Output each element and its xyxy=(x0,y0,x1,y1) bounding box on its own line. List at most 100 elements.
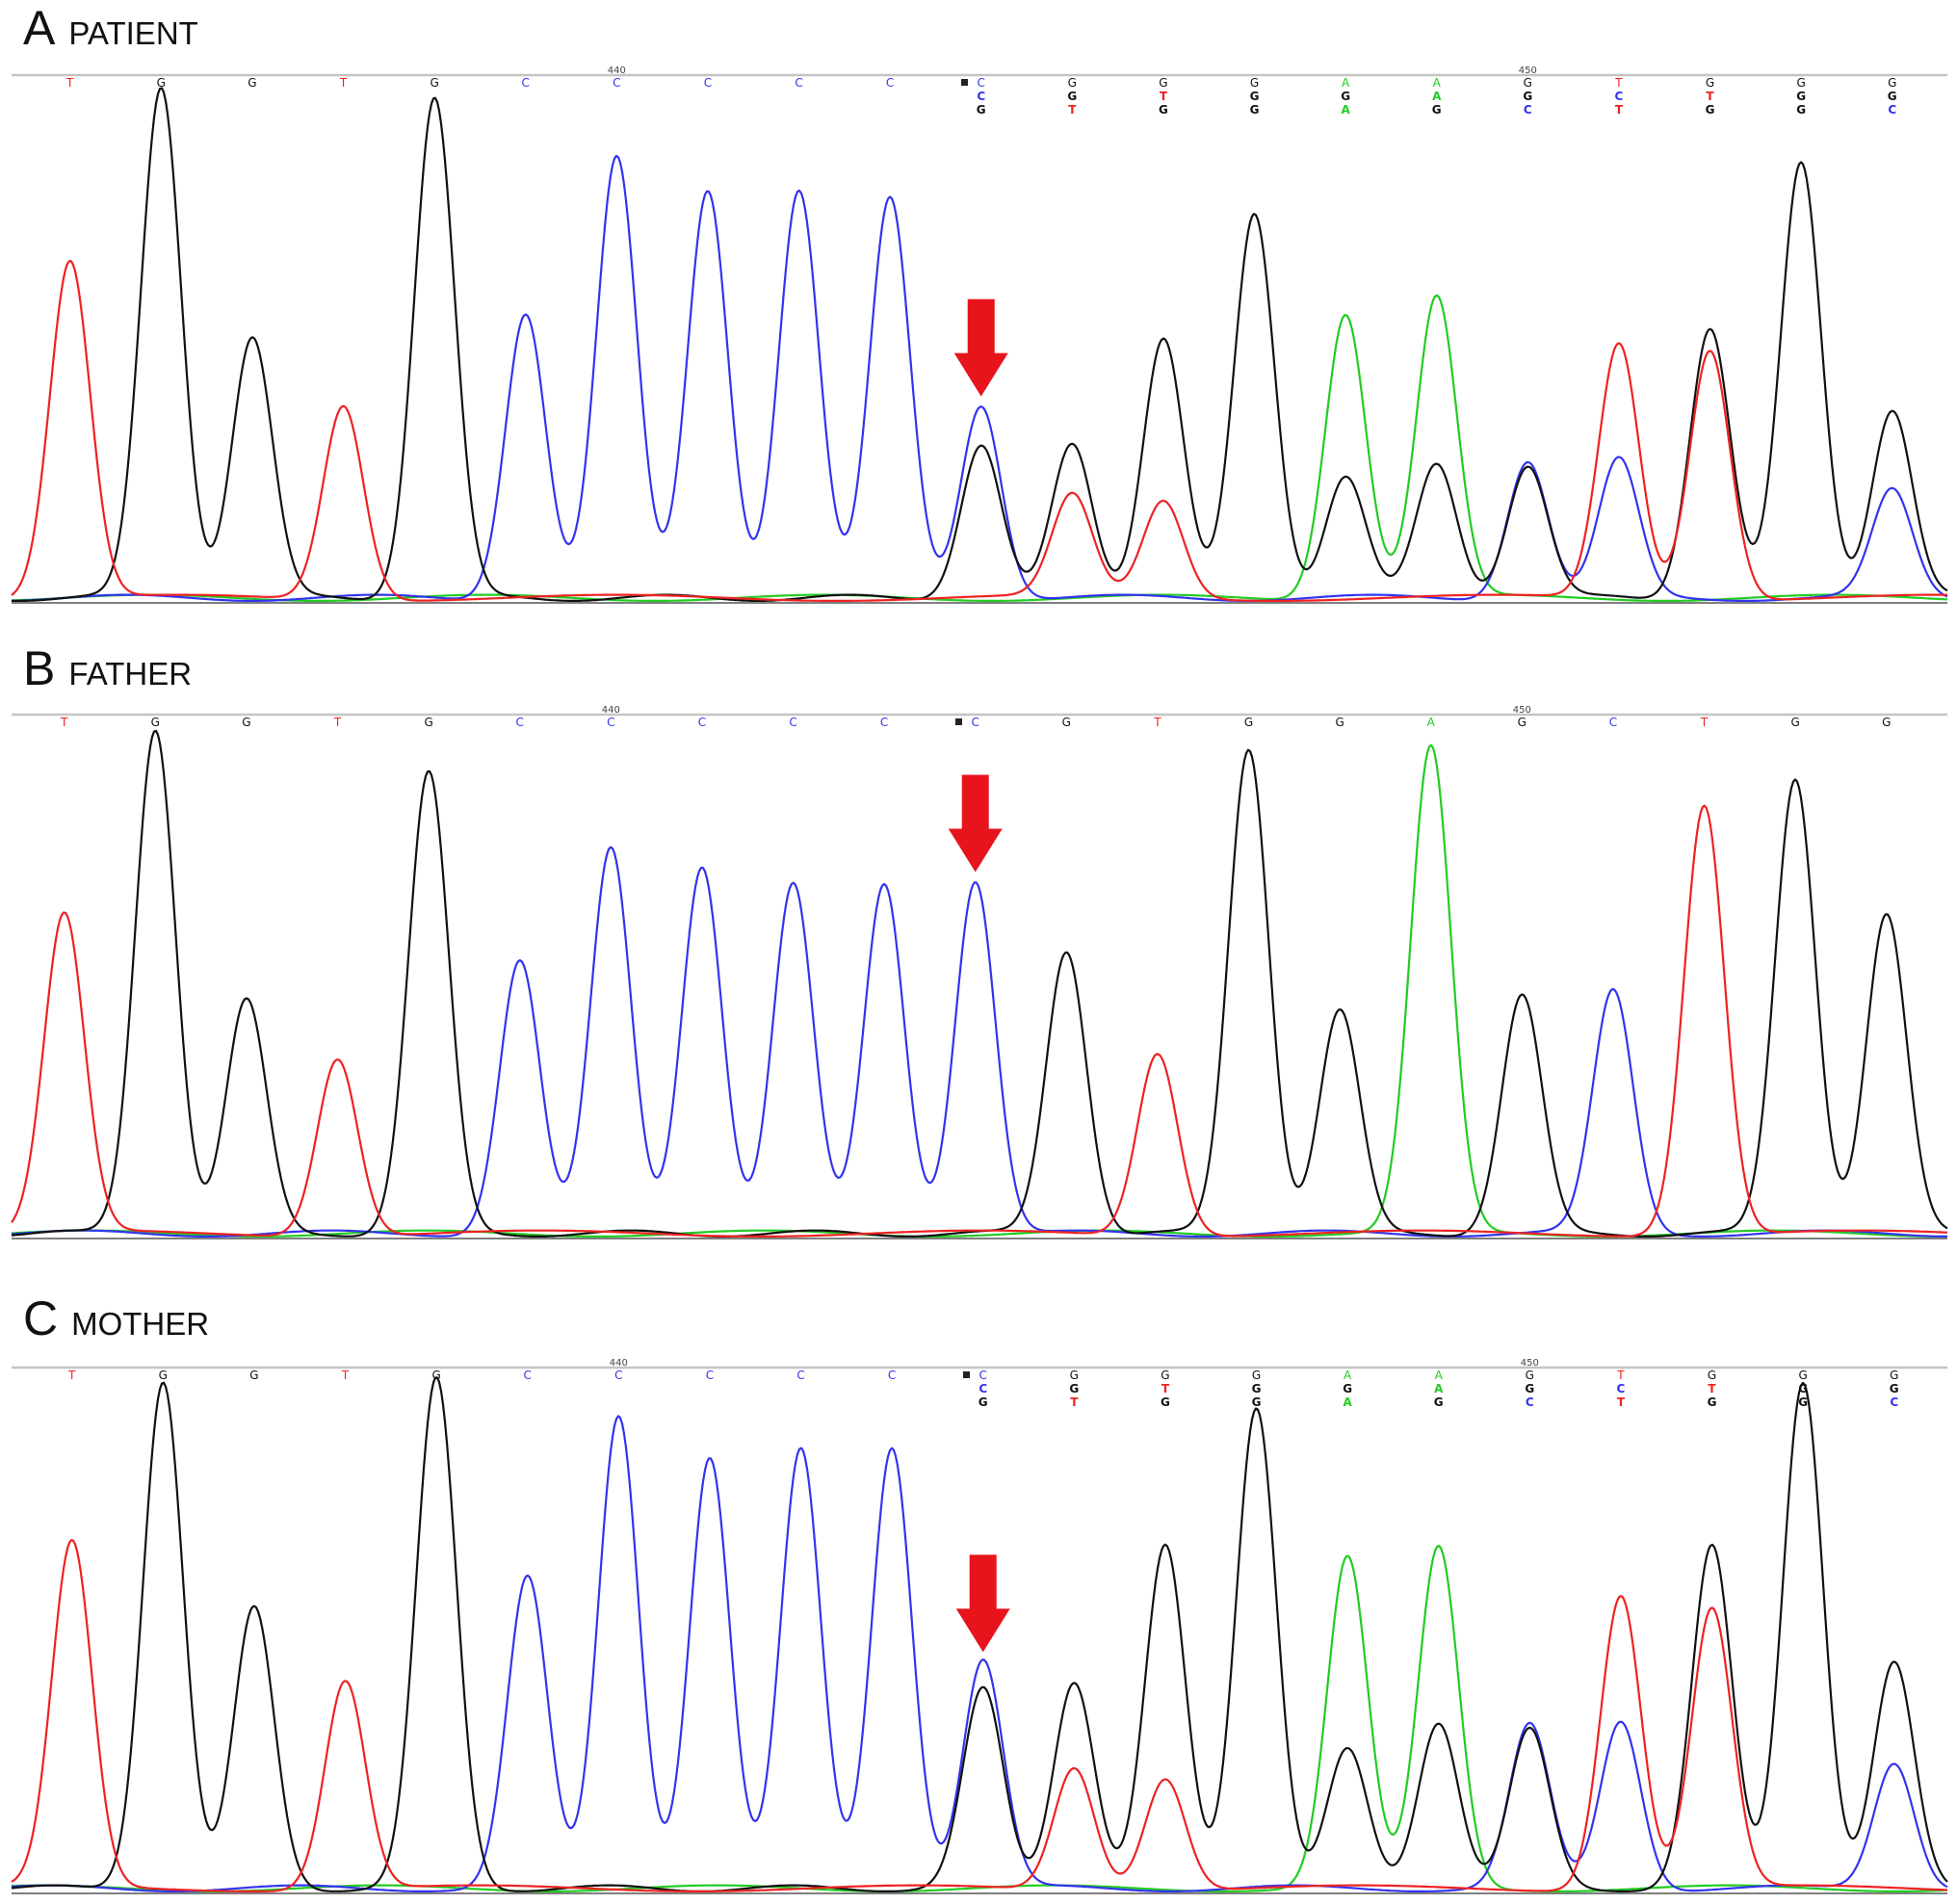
base-call-label: T xyxy=(339,76,348,90)
base-call-label: G xyxy=(978,1395,988,1409)
base-call-label: T xyxy=(67,1369,76,1382)
position-number-label: 450 xyxy=(1519,65,1537,76)
base-call-label: G xyxy=(1343,1382,1352,1395)
base-call-label: C xyxy=(613,76,620,90)
base-call-label: A xyxy=(1432,90,1442,103)
base-call-label: C xyxy=(706,1369,714,1382)
base-call-label: C xyxy=(888,1369,896,1382)
panel-heading: B FATHER xyxy=(23,640,192,698)
base-call-label: G xyxy=(431,1369,440,1382)
base-call-label: T xyxy=(1068,103,1077,117)
variant-arrow-icon xyxy=(948,774,1003,873)
base-call-label: C xyxy=(1609,716,1617,729)
cursor-marker xyxy=(963,1371,970,1378)
base-call-label: A xyxy=(1434,1382,1444,1395)
trace-thymine xyxy=(11,1539,1947,1893)
panel-letter: C xyxy=(23,1291,59,1345)
base-call-label: A xyxy=(1343,1395,1352,1409)
base-call-label: T xyxy=(60,716,68,729)
base-call-label: G xyxy=(1159,103,1168,117)
base-call-label: C xyxy=(979,1369,987,1382)
panel-letter: B xyxy=(23,641,56,695)
base-call-label: T xyxy=(1708,1382,1716,1395)
base-call-label: G xyxy=(1525,1382,1534,1395)
base-call-label: T xyxy=(65,76,74,90)
base-call-label: G xyxy=(1159,76,1167,90)
trace-guanine xyxy=(11,87,1948,603)
panel-title: MOTHER xyxy=(71,1306,210,1342)
base-call-label: C xyxy=(516,716,524,729)
base-call-label: G xyxy=(1888,76,1896,90)
base-call-label: G xyxy=(1798,1395,1808,1409)
base-call-label: G xyxy=(1890,1369,1898,1382)
cursor-marker xyxy=(955,718,962,725)
base-call-label: T xyxy=(1700,716,1709,729)
base-call-label: G xyxy=(1250,76,1259,90)
base-call-label: G xyxy=(1161,1395,1170,1409)
trace-thymine xyxy=(11,259,1947,603)
base-call-label: T xyxy=(1706,90,1714,103)
panel-heading: C MOTHER xyxy=(23,1291,209,1348)
base-call-label: G xyxy=(1796,76,1805,90)
base-call-label: A xyxy=(1433,76,1442,90)
base-call-label: T xyxy=(1614,76,1623,90)
base-call-label: G xyxy=(1335,716,1344,729)
position-number-label: 440 xyxy=(608,65,626,76)
base-call-label: G xyxy=(1526,1369,1534,1382)
base-call-label: A xyxy=(1342,76,1350,90)
base-call-label: G xyxy=(1518,716,1526,729)
base-call-label: T xyxy=(1160,90,1168,103)
base-call-label: G xyxy=(1067,90,1077,103)
base-call-label: G xyxy=(1796,103,1806,117)
base-call-label: A xyxy=(1427,716,1436,729)
base-call-label: G xyxy=(1250,90,1260,103)
base-call-label: G xyxy=(1432,103,1442,117)
base-call-label: C xyxy=(880,716,888,729)
base-call-label: C xyxy=(704,76,712,90)
base-call-label: C xyxy=(789,716,796,729)
base-call-label: C xyxy=(698,716,706,729)
trace-thymine xyxy=(11,804,1947,1239)
base-call-label: G xyxy=(1062,716,1071,729)
base-call-label: A xyxy=(1344,1369,1352,1382)
base-call-label: G xyxy=(1341,90,1350,103)
base-call-label: G xyxy=(1524,76,1532,90)
base-call-label: C xyxy=(524,1369,532,1382)
trace-guanine xyxy=(11,1376,1948,1893)
base-call-label: C xyxy=(795,76,802,90)
base-call-label: C xyxy=(1615,90,1624,103)
base-call-label: T xyxy=(1161,1382,1170,1395)
base-call-label: G xyxy=(157,76,166,90)
panel-heading: A PATIENT xyxy=(23,0,198,58)
base-call-label: C xyxy=(607,716,614,729)
chromatogram-trace: T G G T G C C C C C C G G G A A G T G G GC G T G G A G C T G GG T G G A G C T… xyxy=(11,65,1948,604)
base-call-label: G xyxy=(1244,716,1253,729)
base-call-label: G xyxy=(430,76,438,90)
base-call-label: G xyxy=(1434,1395,1444,1409)
base-call-label: G xyxy=(151,716,160,729)
base-call-label: G xyxy=(1252,1369,1261,1382)
base-call-label: C xyxy=(886,76,894,90)
base-call-label: G xyxy=(1796,90,1806,103)
base-call-label: T xyxy=(1617,1395,1626,1409)
chromatogram-trace: T G G T G C C C C C C G T G G A G C T G G 440 450 xyxy=(11,705,1948,1239)
chromatogram-panel-father: B FATHER T G G T G C C C C C C G T G G A G C T G G 440 450 xyxy=(0,640,1957,1286)
base-call-label: G xyxy=(1798,1369,1807,1382)
base-call-label: C xyxy=(1888,103,1896,117)
base-call-label: G xyxy=(977,103,986,117)
trace-cytosine xyxy=(11,846,1947,1239)
cursor-marker xyxy=(961,79,968,86)
panel-title: FATHER xyxy=(68,656,193,691)
base-call-label: G xyxy=(1068,76,1077,90)
base-call-label: G xyxy=(424,716,432,729)
base-call-label: T xyxy=(1070,1395,1079,1409)
position-number-label: 450 xyxy=(1513,705,1531,716)
panel-title: PATIENT xyxy=(68,15,198,51)
base-call-label: C xyxy=(977,90,985,103)
base-call-label: G xyxy=(1069,1382,1079,1395)
base-call-label: G xyxy=(159,1369,168,1382)
base-call-label: C xyxy=(522,76,530,90)
base-call-label: G xyxy=(1890,1382,1899,1395)
